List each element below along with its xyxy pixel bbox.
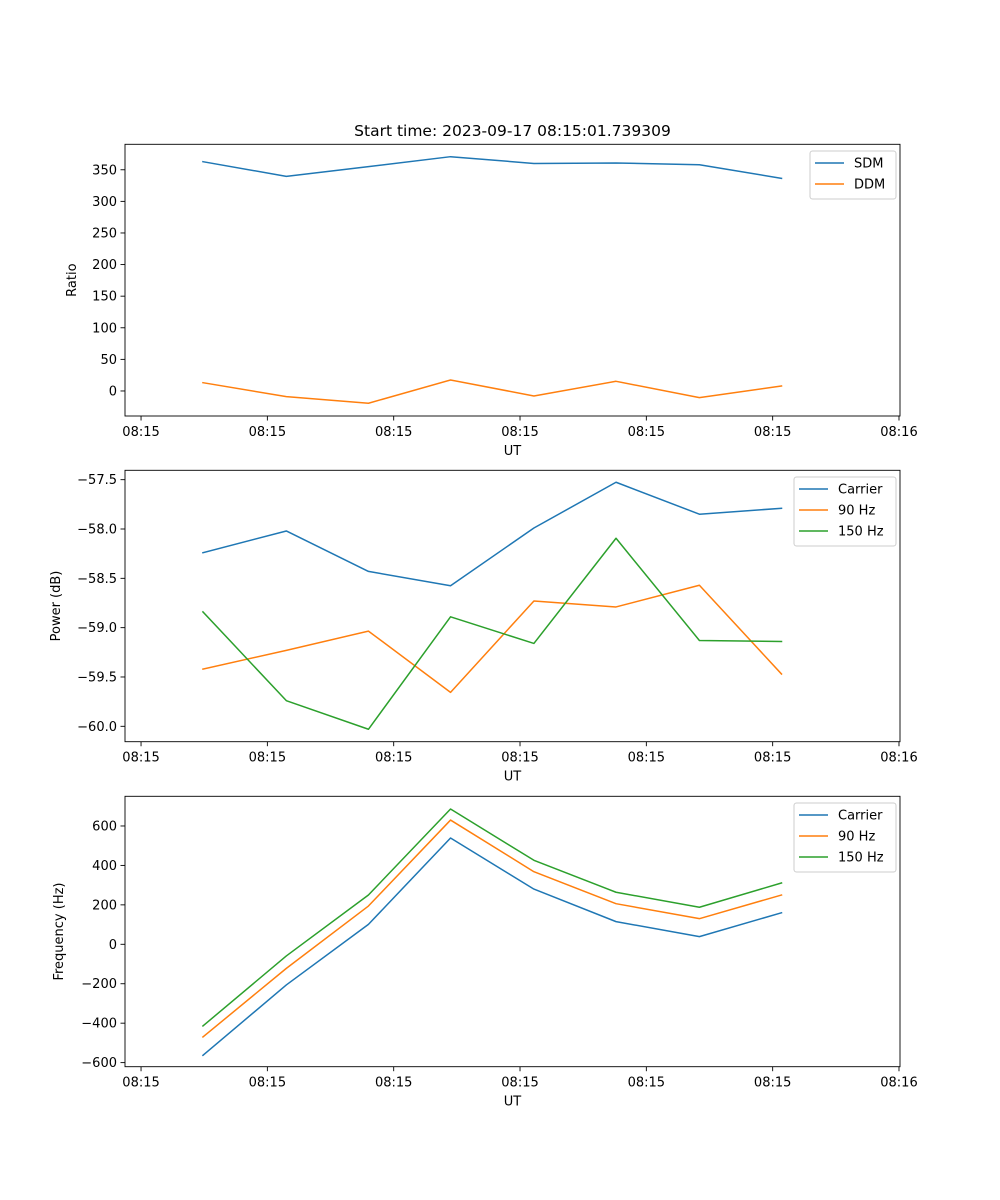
legend: Carrier 90 Hz 150 Hz [793, 476, 897, 547]
x-tick-label: 08:15 [249, 425, 286, 440]
series-group [202, 155, 783, 404]
y-tick-label: −200 [81, 977, 117, 992]
x-tick-label: 08:15 [375, 751, 412, 766]
x-tick-label: 08:15 [628, 751, 665, 766]
series-line-carrier [201, 837, 783, 1057]
y-tick-label: 150 [92, 290, 117, 305]
panel-2: 08:15 08:15 08:15 08:15 08:15 08:15 08:16 −60.0… [49, 469, 918, 785]
x-tick-label: 08:15 [249, 751, 286, 766]
x-axis-label: UT [504, 770, 522, 785]
panel-3: 08:15 08:15 08:15 08:15 08:15 08:15 08:16 −600 −… [52, 795, 918, 1110]
axes-frame [124, 469, 901, 743]
y-tick-label: 350 [92, 163, 117, 178]
x-tick-label: 08:15 [375, 1076, 412, 1091]
axes-frame [124, 795, 901, 1068]
y-tick-label: −59.5 [77, 670, 117, 685]
series-line-90-hz [202, 584, 783, 694]
y-axis-label: Frequency (Hz) [52, 882, 67, 980]
y-tick-label: −600 [81, 1056, 117, 1071]
y-tick-label: 600 [92, 819, 117, 834]
legend-frame [793, 476, 897, 547]
x-tick-label: 08:15 [375, 425, 412, 440]
legend-label: 150 Hz [838, 851, 884, 866]
legend-label: 90 Hz [838, 504, 875, 519]
x-axis-label: UT [504, 1095, 522, 1110]
x-tick-label: 08:15 [501, 751, 538, 766]
legend-label: 90 Hz [838, 830, 875, 845]
y-tick-label: −60.0 [77, 720, 117, 735]
x-axis-label: UT [504, 444, 522, 459]
y-tick-label: 0 [109, 938, 117, 953]
y-tick-label: 300 [92, 195, 117, 210]
x-tick-label: 08:16 [880, 751, 917, 766]
series-group [201, 808, 783, 1057]
y-tick-label: 250 [92, 226, 117, 241]
legend-label: SDM [854, 157, 883, 172]
figure-title: Start time: 2023-09-17 08:15:01.739309 [354, 122, 671, 140]
axes-frame [124, 143, 901, 417]
x-tick-label: 08:16 [880, 1076, 917, 1091]
series-line-ddm [202, 379, 783, 404]
x-tick-label: 08:15 [249, 1076, 286, 1091]
series-line-150-hz [201, 537, 783, 731]
x-tick-label: 08:15 [754, 425, 791, 440]
legend-label: DDM [854, 178, 885, 193]
series-line-sdm [202, 155, 783, 180]
y-tick-label: 400 [92, 859, 117, 874]
y-tick-label: −59.0 [77, 621, 117, 636]
y-tick-label: 0 [109, 384, 117, 399]
y-tick-label: 200 [92, 258, 117, 273]
legend: Carrier 90 Hz 150 Hz [793, 802, 897, 873]
series-line-150-hz [201, 808, 783, 1027]
legend-label: 150 Hz [838, 525, 884, 540]
x-tick-label: 08:15 [501, 425, 538, 440]
x-tick-label: 08:15 [754, 1076, 791, 1091]
legend-label: Carrier [838, 483, 883, 498]
panel-1: 08:15 08:15 08:15 08:15 08:15 08:15 08:16 0 50 10… [65, 143, 918, 459]
y-tick-label: −58.5 [77, 572, 117, 587]
legend-frame [793, 802, 897, 873]
y-tick-label: 50 [100, 353, 117, 368]
y-tick-label: −57.5 [77, 473, 117, 488]
x-tick-label: 08:15 [122, 425, 159, 440]
series-line-90-hz [201, 819, 783, 1039]
y-axis-label: Power (dB) [49, 571, 64, 642]
panels: 08:15 08:15 08:15 08:15 08:15 08:15 08:16 0 50 10… [49, 143, 918, 1110]
x-tick-label: 08:16 [880, 425, 917, 440]
series-group [201, 481, 783, 731]
legend: SDM DDM [809, 150, 897, 200]
x-tick-label: 08:15 [628, 425, 665, 440]
x-tick-label: 08:15 [628, 1076, 665, 1091]
x-tick-label: 08:15 [501, 1076, 538, 1091]
x-tick-label: 08:15 [754, 751, 791, 766]
y-tick-label: −58.0 [77, 522, 117, 537]
y-axis-label: Ratio [65, 263, 80, 296]
legend-label: Carrier [838, 809, 883, 824]
y-tick-label: 100 [92, 321, 117, 336]
series-line-carrier [202, 481, 783, 587]
x-tick-label: 08:15 [122, 1076, 159, 1091]
y-tick-label: 200 [92, 898, 117, 913]
x-tick-label: 08:15 [122, 751, 159, 766]
y-tick-label: −400 [81, 1017, 117, 1032]
